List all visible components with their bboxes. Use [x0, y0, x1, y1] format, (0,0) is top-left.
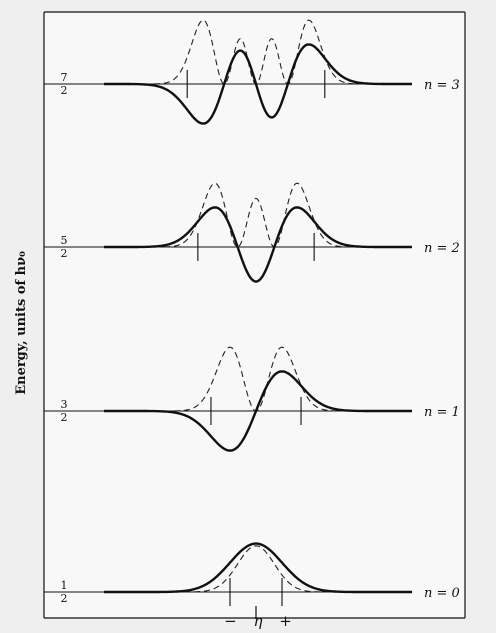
plot-frame: [44, 12, 465, 618]
y-axis-label: Energy, units of hν₀: [14, 251, 29, 395]
energy-label-3: 7: [61, 71, 68, 84]
x-axis-eta: η: [253, 612, 263, 630]
probability-density-curve-2: [104, 182, 412, 248]
energy-denominator-1: 2: [61, 411, 68, 424]
level-1: n = 1 32: [44, 346, 460, 452]
energy-label-0: 1: [61, 579, 68, 592]
level-2: n = 2 52: [44, 182, 460, 283]
level-3: n = 3 72: [44, 19, 460, 125]
level-0: n = 0 12: [44, 542, 460, 606]
level-label-3: n = 3: [424, 78, 460, 93]
wavefunction-curve-0: [104, 542, 412, 594]
energy-denominator-2: 2: [61, 247, 68, 260]
energy-label-1: 3: [61, 398, 68, 411]
x-axis-plus: +: [279, 612, 292, 630]
level-label-2: n = 2: [424, 241, 460, 256]
level-label-1: n = 1: [424, 405, 460, 420]
energy-denominator-3: 2: [61, 84, 68, 97]
probability-density-curve-3: [104, 19, 412, 85]
level-label-0: n = 0: [424, 586, 460, 601]
wavefunction-curve-1: [104, 370, 412, 452]
probability-density-curve-1: [104, 346, 412, 412]
energy-denominator-0: 2: [61, 592, 68, 605]
wavefunction-curve-3: [104, 43, 412, 125]
x-axis-label: − η +: [218, 612, 298, 632]
x-axis-minus: −: [224, 612, 237, 630]
wavefunction-curve-2: [104, 206, 412, 283]
energy-label-2: 5: [61, 234, 68, 247]
probability-density-curve-0: [104, 545, 412, 593]
